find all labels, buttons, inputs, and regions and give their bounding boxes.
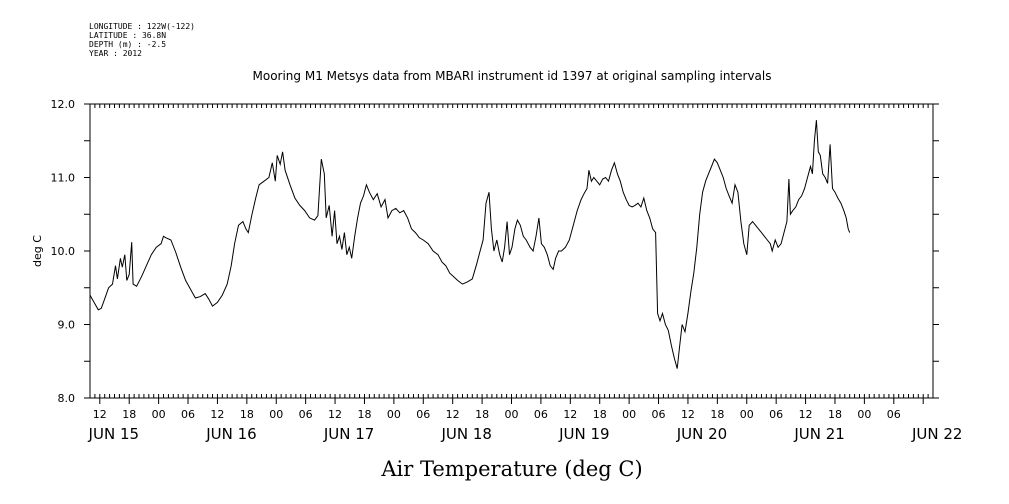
x-tick-label: 00 [505,408,519,421]
x-tick-label: 12 [563,408,577,421]
x-tick-label: 00 [387,408,401,421]
chart-title: Mooring M1 Metsys data from MBARI instru… [253,69,772,83]
x-tick-label: 12 [446,408,460,421]
y-tick-label: 9.0 [58,319,76,332]
x-tick-label: 00 [740,408,754,421]
x-tick-label: 12 [681,408,695,421]
x-axis-label: Air Temperature (deg C) [380,457,642,481]
x-day-label: JUN 22 [911,425,962,443]
x-tick-label: 06 [416,408,430,421]
series-line-air-temperature [89,120,851,369]
x-day-label: JUN 20 [676,425,727,443]
metadata-longitude: LONGITUDE : 122W(-122) [89,22,195,31]
x-tick-label: 06 [299,408,313,421]
x-tick-label: 18 [593,408,607,421]
x-day-label: JUN 16 [205,425,256,443]
x-tick-label: 12 [328,408,342,421]
x-tick-label: 12 [210,408,224,421]
metadata-year: YEAR : 2012 [89,49,142,58]
x-day-labels: JUN 15 JUN 16 JUN 17 JUN 18 JUN 19 JUN 20 JUN … [88,425,963,443]
plot-frame [89,103,934,399]
x-tick-label: 18 [475,408,489,421]
axis-ticks [84,103,939,404]
x-tick-label: 12 [93,408,107,421]
y-tick-labels: 8.0 9.0 10.0 11.0 12.0 [51,98,76,405]
y-tick-label: 11.0 [51,172,76,185]
x-tick-label: 00 [269,408,283,421]
y-tick-label: 8.0 [58,392,76,405]
x-day-label: JUN 19 [558,425,609,443]
x-tick-label: 18 [240,408,254,421]
x-tick-label: 06 [181,408,195,421]
x-tick-label: 18 [122,408,136,421]
x-tick-label: 06 [652,408,666,421]
x-day-label: JUN 15 [88,425,139,443]
y-tick-label: 12.0 [51,98,76,111]
x-tick-label: 18 [357,408,371,421]
x-tick-label: 06 [887,408,901,421]
metadata-depth: DEPTH (m) : -2.5 [89,40,166,49]
x-tick-label: 06 [769,408,783,421]
y-tick-label: 10.0 [51,245,76,258]
x-tick-label: 18 [710,408,724,421]
x-tick-label: 12 [799,408,813,421]
x-day-label: JUN 21 [793,425,844,443]
x-tick-label: 00 [622,408,636,421]
x-tick-labels: 12 18 00 06 12 18 00 06 12 18 00 06 12 18 00 06 12 18 00 06… [93,408,901,421]
x-tick-label: 06 [534,408,548,421]
x-tick-label: 18 [828,408,842,421]
metadata-latitude: LATITUDE : 36.8N [89,31,166,40]
x-tick-label: 00 [152,408,166,421]
x-day-label: JUN 17 [323,425,374,443]
x-day-label: JUN 18 [440,425,491,443]
y-axis-label: deg C [31,235,44,267]
x-tick-label: 00 [857,408,871,421]
